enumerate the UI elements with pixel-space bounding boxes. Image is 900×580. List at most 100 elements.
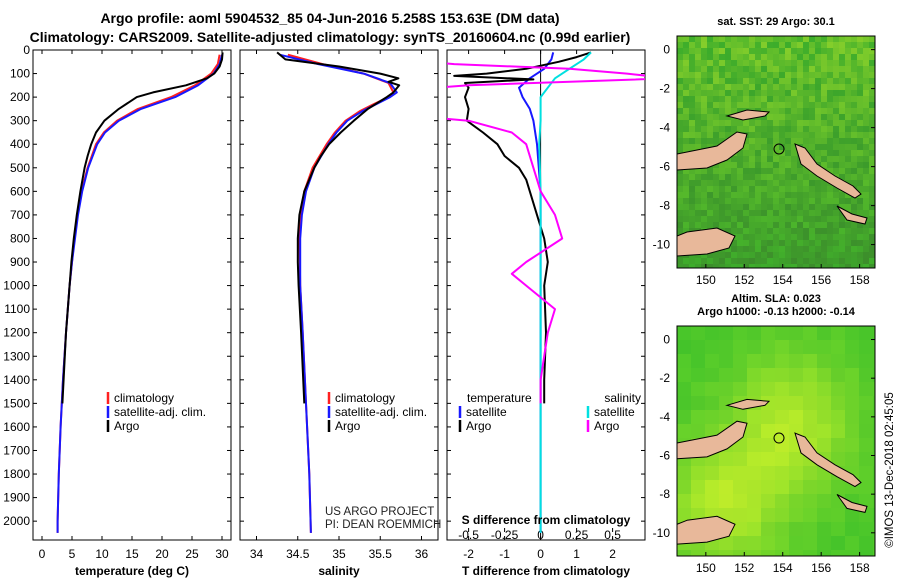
map-cell bbox=[791, 144, 797, 150]
map-cell bbox=[791, 252, 797, 258]
map-cell bbox=[725, 66, 731, 72]
map-cell bbox=[725, 90, 731, 96]
map-cell bbox=[789, 396, 803, 410]
map-cell bbox=[701, 48, 707, 54]
map-lat-label: 0 bbox=[663, 43, 670, 57]
map-cell bbox=[767, 186, 773, 192]
map-cell bbox=[677, 480, 691, 494]
map-cell bbox=[869, 132, 875, 138]
map-cell bbox=[863, 138, 869, 144]
map-cell bbox=[845, 114, 851, 120]
map-cell bbox=[719, 258, 725, 264]
map-cell bbox=[705, 480, 719, 494]
map-cell bbox=[707, 252, 713, 258]
map-cell bbox=[761, 480, 775, 494]
map-cell bbox=[815, 228, 821, 234]
map-cell bbox=[821, 186, 827, 192]
map-cell bbox=[833, 264, 839, 268]
map-cell bbox=[851, 204, 857, 210]
map-cell bbox=[725, 192, 731, 198]
map-cell bbox=[761, 382, 775, 396]
map-cell bbox=[857, 96, 863, 102]
map-cell bbox=[719, 126, 725, 132]
map-cell bbox=[689, 60, 695, 66]
map-cell bbox=[815, 126, 821, 132]
map-cell bbox=[767, 132, 773, 138]
map-cell bbox=[689, 66, 695, 72]
map-cell bbox=[691, 494, 705, 508]
map-cell bbox=[725, 216, 731, 222]
map-cell bbox=[863, 36, 869, 42]
map-cell bbox=[851, 258, 857, 264]
map-cell bbox=[809, 90, 815, 96]
map-cell bbox=[791, 102, 797, 108]
map-cell bbox=[707, 204, 713, 210]
map-cell bbox=[707, 216, 713, 222]
map-cell bbox=[677, 42, 683, 48]
map-cell bbox=[815, 252, 821, 258]
map-cell bbox=[827, 84, 833, 90]
map-cell bbox=[701, 36, 707, 42]
map-cell bbox=[775, 396, 789, 410]
map-cell bbox=[863, 42, 869, 48]
map-cell bbox=[863, 204, 869, 210]
map-cell bbox=[827, 66, 833, 72]
map-cell bbox=[859, 368, 873, 382]
map-cell bbox=[785, 54, 791, 60]
map-cell bbox=[833, 162, 839, 168]
map-cell bbox=[713, 72, 719, 78]
map-cell bbox=[857, 240, 863, 246]
map-cell bbox=[845, 410, 859, 424]
map-cell bbox=[707, 108, 713, 114]
map-cell bbox=[797, 198, 803, 204]
map-cell bbox=[767, 84, 773, 90]
map-cell bbox=[773, 96, 779, 102]
map-cell bbox=[713, 198, 719, 204]
map-cell bbox=[755, 258, 761, 264]
map-cell bbox=[797, 96, 803, 102]
map-cell bbox=[743, 60, 749, 66]
map-cell bbox=[719, 168, 725, 174]
map-cell bbox=[755, 252, 761, 258]
map-cell bbox=[809, 84, 815, 90]
map-cell bbox=[873, 382, 875, 396]
map-cell bbox=[827, 216, 833, 222]
map-cell bbox=[809, 240, 815, 246]
map-cell bbox=[755, 192, 761, 198]
map-cell bbox=[845, 150, 851, 156]
map-cell bbox=[803, 144, 809, 150]
map-cell bbox=[773, 198, 779, 204]
map-cell bbox=[743, 54, 749, 60]
map-cell bbox=[683, 264, 689, 268]
map-cell bbox=[833, 216, 839, 222]
x-tick-label: 0 bbox=[39, 547, 46, 561]
map-cell bbox=[779, 192, 785, 198]
map-cell bbox=[827, 198, 833, 204]
map-cell bbox=[737, 222, 743, 228]
map-cell bbox=[863, 120, 869, 126]
map-cell bbox=[789, 480, 803, 494]
map-cell bbox=[731, 252, 737, 258]
map-cell bbox=[839, 156, 845, 162]
map-cell bbox=[845, 246, 851, 252]
map-cell bbox=[803, 550, 817, 556]
map-cell bbox=[785, 150, 791, 156]
map-cell bbox=[839, 216, 845, 222]
map-cell bbox=[803, 234, 809, 240]
map-cell bbox=[701, 264, 707, 268]
map-cell bbox=[767, 180, 773, 186]
map-cell bbox=[677, 258, 683, 264]
map-cell bbox=[851, 120, 857, 126]
map-cell bbox=[737, 252, 743, 258]
map-cell bbox=[827, 246, 833, 252]
map-cell bbox=[761, 252, 767, 258]
map-cell bbox=[725, 96, 731, 102]
map-cell bbox=[797, 90, 803, 96]
map-cell bbox=[789, 466, 803, 480]
map-cell bbox=[779, 108, 785, 114]
map-cell bbox=[869, 126, 875, 132]
map-cell bbox=[827, 120, 833, 126]
difference-legend: temperature satellite Argo salinity sate… bbox=[458, 391, 641, 433]
map-cell bbox=[803, 354, 817, 368]
map-cell bbox=[755, 174, 761, 180]
